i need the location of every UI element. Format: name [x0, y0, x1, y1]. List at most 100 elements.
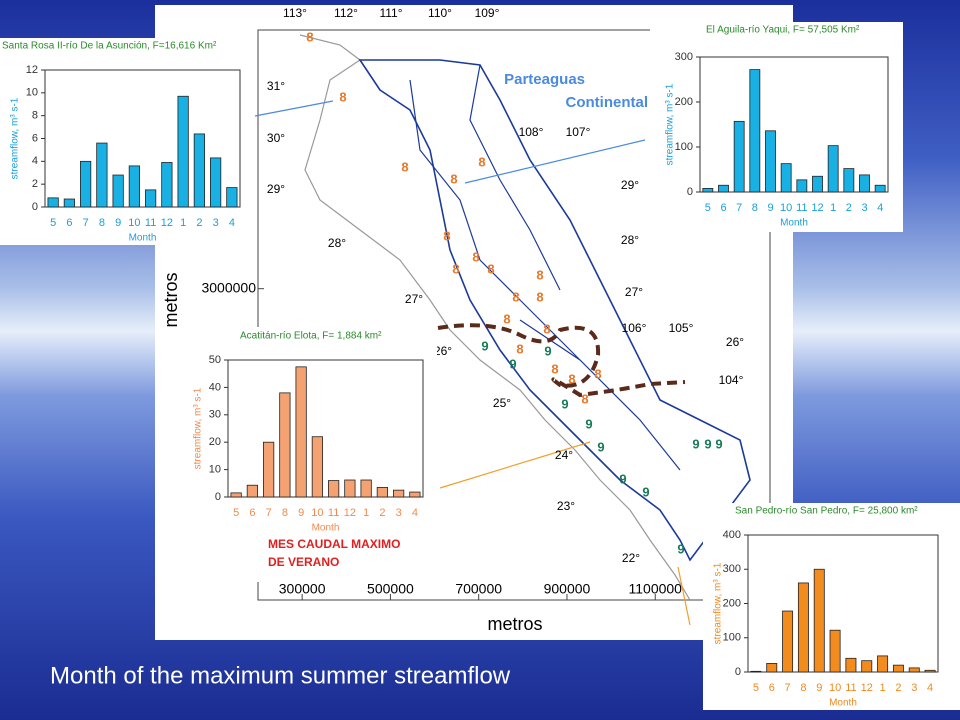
bar	[360, 479, 372, 498]
y-tick-label: 0	[687, 186, 693, 198]
bar	[750, 670, 762, 673]
map-marker: 8	[503, 311, 510, 326]
map-marker: 9	[619, 471, 626, 486]
map-coordinate-label: 30°	[267, 131, 285, 145]
arrow	[254, 100, 334, 117]
map-marker: 8	[551, 361, 558, 376]
x-axis-label: Month	[829, 698, 857, 709]
y-tick-label: 300	[675, 51, 693, 63]
x-tick-label: 7	[83, 217, 89, 229]
bar	[263, 441, 275, 498]
bar	[733, 120, 745, 193]
map-coordinate-label: 28°	[621, 233, 639, 247]
bar	[376, 487, 388, 498]
chart-title: Santa Rosa II-río De la Asunción, F=16,6…	[2, 41, 217, 52]
map-marker: 8	[512, 289, 519, 304]
sub-basins	[409, 64, 681, 471]
bar	[924, 669, 936, 673]
map-marker: 9	[544, 343, 551, 358]
map-marker: 8	[443, 228, 450, 243]
map-coordinate-label: 31°	[267, 79, 285, 93]
x-tick-label: 2	[196, 217, 202, 229]
chart-title: El Aguila-río Yaqui, F= 57,505 Km²	[706, 25, 860, 36]
x-tick-label: 6	[66, 217, 72, 229]
bar	[128, 165, 140, 208]
map-coordinate-label: 110°	[428, 6, 452, 20]
map-coordinate-label: 29°	[267, 182, 285, 196]
y-tick-label: 0	[735, 666, 741, 678]
x-tick-label: 11	[145, 217, 156, 229]
y-tick-label: 400	[723, 529, 741, 541]
map-x-tick-label: 500000	[367, 581, 414, 597]
bar	[344, 479, 356, 498]
bar	[829, 629, 841, 673]
divide-line	[437, 323, 686, 398]
bar	[861, 660, 873, 673]
map-marker: 8	[450, 171, 457, 186]
bar	[193, 133, 205, 208]
chart-panel	[703, 503, 960, 710]
x-tick-label: 6	[769, 682, 775, 694]
bar	[892, 664, 904, 673]
bar	[702, 187, 714, 193]
map-coordinate-label: 111°	[379, 6, 402, 20]
map-coordinate-label: 28°	[328, 236, 346, 250]
map-coordinate-label: 105°	[669, 321, 694, 335]
x-tick-label: 3	[911, 682, 917, 694]
map-coordinate-label: 29°	[621, 178, 639, 192]
arrow	[464, 139, 646, 184]
x-tick-label: 1	[830, 202, 836, 214]
bar	[279, 392, 291, 498]
annotation: DE VERANO	[268, 555, 339, 569]
y-tick-label: 8	[32, 110, 38, 122]
x-tick-label: 1	[880, 682, 886, 694]
x-tick-label: 12	[861, 682, 873, 694]
map-coordinate-label: 26°	[726, 335, 744, 349]
bar	[96, 142, 108, 208]
x-tick-label: 6	[249, 507, 255, 519]
bar	[161, 162, 173, 208]
x-tick-label: 2	[846, 202, 852, 214]
basin-boundaries	[358, 59, 751, 562]
map-marker: 9	[481, 338, 488, 353]
slide-title: Month of the maximum summer streamflow	[50, 662, 511, 689]
bar	[328, 480, 340, 498]
map-marker: 8	[306, 29, 313, 44]
bar	[843, 168, 855, 193]
x-tick-label: 9	[298, 507, 304, 519]
map-coordinate-label: 26°	[434, 344, 452, 358]
y-axis-label: streamflow, m³ s-1	[713, 562, 724, 644]
x-tick-label: 2	[379, 507, 385, 519]
map-x-tick-label: 300000	[279, 581, 326, 597]
bar	[874, 184, 886, 193]
map-coordinate-label: 23°	[557, 499, 575, 513]
bar	[80, 160, 92, 208]
y-tick-label: 6	[32, 132, 38, 144]
x-tick-label: 8	[99, 217, 105, 229]
map-x-tick-label: 1100000	[629, 581, 683, 597]
bar	[295, 366, 307, 498]
bar	[749, 69, 761, 193]
x-axis-label: Month	[312, 523, 340, 534]
x-axis-label: Month	[780, 218, 808, 229]
x-tick-label: 9	[115, 217, 121, 229]
map-marker: 8	[568, 371, 575, 386]
y-tick-label: 10	[26, 87, 38, 99]
x-tick-label: 11	[328, 507, 339, 519]
x-axis-label: Month	[129, 233, 157, 244]
x-tick-label: 6	[720, 202, 726, 214]
bar	[145, 189, 157, 208]
x-tick-label: 3	[213, 217, 219, 229]
bar	[311, 436, 323, 498]
map-coordinate-label: 112°	[334, 6, 358, 20]
bar	[827, 145, 839, 193]
y-tick-label: 50	[209, 354, 221, 366]
x-tick-label: 3	[396, 507, 402, 519]
y-tick-label: 100	[675, 141, 693, 153]
x-tick-label: 5	[705, 202, 711, 214]
bar	[782, 610, 794, 673]
y-tick-label: 200	[675, 96, 693, 108]
bar	[908, 667, 920, 673]
map-marker: 9	[704, 436, 711, 451]
